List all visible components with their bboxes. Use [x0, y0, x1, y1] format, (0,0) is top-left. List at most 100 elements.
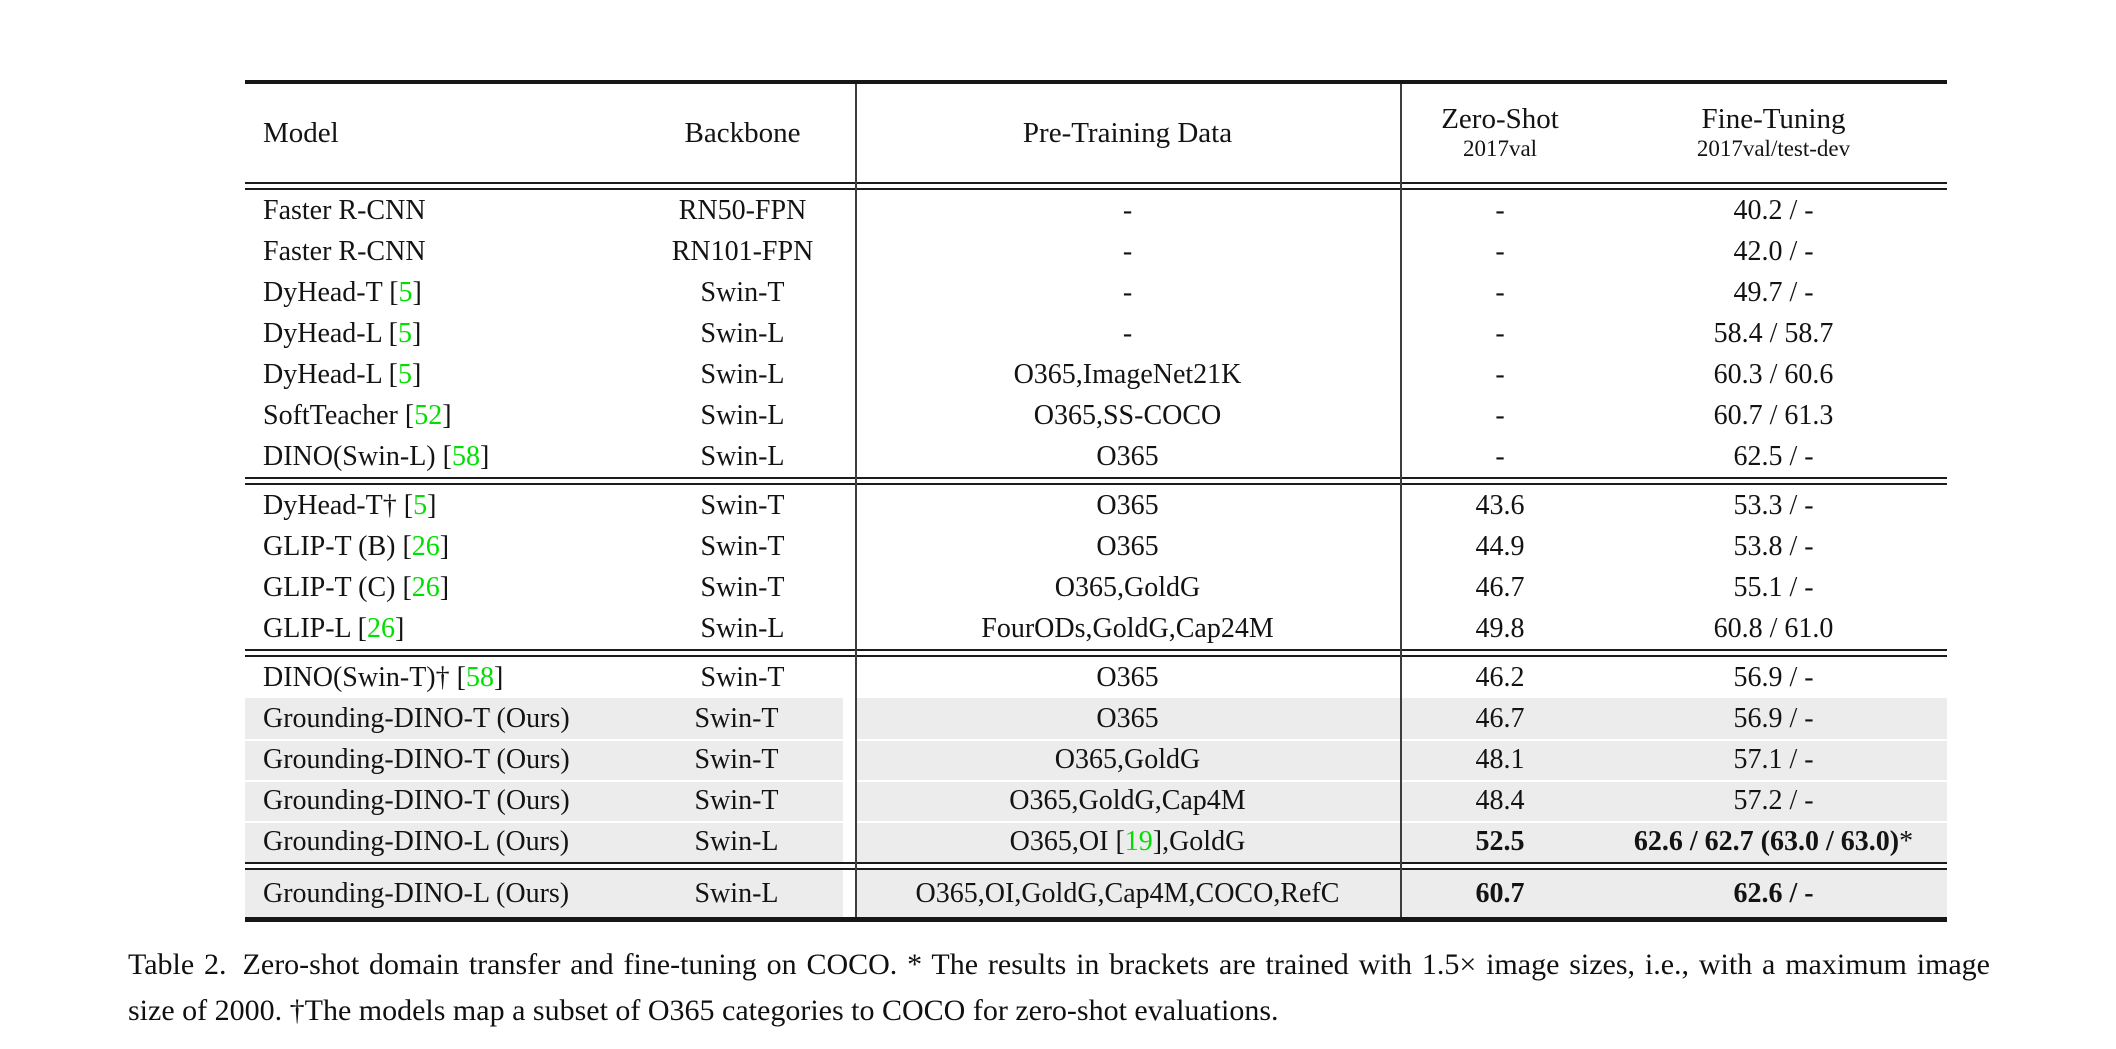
citation-number: 5	[398, 317, 413, 349]
table-cell-zeroshot: 46.7	[1400, 573, 1600, 602]
table-cell-finetune: 57.2 / -	[1600, 780, 1947, 821]
citation-number: 52	[414, 399, 443, 431]
table-cell-pretrain: O365,SS-COCO	[855, 399, 1400, 431]
table-cell-model: SoftTeacher [52]	[245, 399, 630, 431]
column-header-finetune: Fine-Tuning 2017val/test-dev	[1600, 103, 1947, 163]
table-cell-pretrain: -	[855, 196, 1400, 225]
table-cell-backbone: Swin-T	[630, 663, 855, 692]
cell-text: 49.7 / -	[1733, 276, 1814, 308]
cell-text: ]	[412, 358, 422, 390]
column-header-backbone: Backbone	[684, 116, 801, 149]
vertical-rule-backbone-pretrain	[855, 84, 857, 917]
table-cell-finetune: 62.6 / -	[1600, 870, 1947, 917]
table-cell-model: Grounding-DINO-T (Ours)	[245, 739, 630, 780]
table-cell-pretrain: O365,OI [19],GoldG	[855, 821, 1400, 862]
caption-label: Table 2.	[128, 948, 227, 981]
table-cell-zeroshot: 48.1	[1400, 739, 1600, 780]
cell-text: ]	[427, 489, 437, 521]
table-cell-pretrain: -	[855, 278, 1400, 307]
cell-text: -	[1122, 235, 1133, 267]
cell-text: Grounding-DINO-L (Ours)	[263, 825, 570, 857]
table-cell-pretrain: O365	[855, 698, 1400, 739]
table-cell-finetune: 53.3 / -	[1600, 491, 1947, 520]
section-divider-rule	[245, 477, 1947, 485]
table-cell-backbone: Swin-L	[630, 870, 855, 917]
cell-text: 60.8 / 61.0	[1713, 612, 1834, 644]
table-section: Grounding-DINO-L (Ours) Swin-L O365,OI,Gol…	[245, 870, 1947, 917]
table-cell-model: DyHead-T [5]	[245, 276, 630, 308]
cell-text: Grounding-DINO-L (Ours)	[263, 877, 570, 909]
column-header-zeroshot-title: Zero-Shot	[1441, 103, 1559, 136]
table-cell-finetune: 56.9 / -	[1600, 698, 1947, 739]
table-cell-pretrain: O365,GoldG	[855, 739, 1400, 780]
table-section: DINO(Swin-T)† [58] Swin-T O365 46.2 56.9 / -…	[245, 657, 1947, 862]
table-row: DyHead-T† [5] Swin-T O365 43.6 53.3 / -	[245, 485, 1947, 526]
cell-text: Swin-T	[694, 743, 779, 775]
cell-text: ]	[439, 530, 450, 562]
vertical-rule-pretrain-zeroshot	[1400, 84, 1402, 917]
table-cell-backbone: Swin-T	[630, 698, 855, 739]
cell-text: 48.4	[1475, 784, 1525, 816]
table-cell-pretrain: FourODs,GoldG,Cap24M	[855, 612, 1400, 644]
cell-text: O365,OI [	[1009, 825, 1125, 857]
cell-text: FourODs,GoldG,Cap24M	[981, 612, 1274, 644]
cell-text: O365,SS-COCO	[1033, 399, 1222, 431]
table-cell-pretrain: O365	[855, 532, 1400, 561]
cell-text: Swin-T	[700, 276, 785, 308]
cell-text: -	[1495, 235, 1505, 267]
column-header-model: Model	[263, 116, 339, 149]
column-header-zeroshot: Zero-Shot 2017val	[1400, 103, 1600, 163]
table-cell-model: Grounding-DINO-L (Ours)	[245, 821, 630, 862]
cell-text: 60.3 / 60.6	[1713, 358, 1834, 390]
table-cell-backbone: RN101-FPN	[630, 237, 855, 266]
table-cell-finetune: 56.9 / -	[1600, 663, 1947, 692]
table-row: GLIP-T (C) [26] Swin-T O365,GoldG 46.7 55.1 …	[245, 567, 1947, 608]
citation-number: 26	[366, 612, 395, 644]
table-cell-model: DINO(Swin-L) [58]	[245, 442, 630, 471]
table-cell-finetune: 42.0 / -	[1600, 237, 1947, 266]
table-row: Faster R-CNN RN50-FPN - - 40.2 / -	[245, 190, 1947, 231]
table-row: DINO(Swin-L) [58] Swin-L O365 - 62.5 / -	[245, 436, 1947, 477]
table-cell-finetune: 60.3 / 60.6	[1600, 358, 1947, 390]
table-cell-zeroshot: 46.7	[1400, 698, 1600, 739]
citation-number: 5	[413, 489, 428, 521]
cell-text: 53.8 / -	[1733, 530, 1814, 562]
section-divider-rule	[245, 649, 1947, 657]
table-cell-zeroshot: 60.7	[1400, 870, 1600, 917]
cell-text: DINO(Swin-T)† [	[263, 661, 466, 693]
table-cell-model: GLIP-T (C) [26]	[245, 571, 630, 603]
cell-text: GLIP-T (C) [	[263, 571, 412, 603]
table-cell-zeroshot: 46.2	[1400, 663, 1600, 692]
cell-text: O365,GoldG	[1054, 743, 1201, 775]
cell-text: DyHead-T [	[263, 276, 399, 308]
table-cell-pretrain: O365	[855, 491, 1400, 520]
table-cell-zeroshot: 49.8	[1400, 614, 1600, 643]
table-cell-finetune: 53.8 / -	[1600, 530, 1947, 562]
table-cell-pretrain: -	[855, 319, 1400, 348]
cell-text: DyHead-L [	[263, 317, 399, 349]
table-cell-pretrain: O365,ImageNet21K	[855, 360, 1400, 389]
table-row: DyHead-L [5] Swin-L O365,ImageNet21K - 60.3 …	[245, 354, 1947, 395]
section-divider-rule	[245, 862, 1947, 870]
cell-text: Faster R-CNN	[263, 194, 426, 226]
table-cell-backbone: Swin-L	[630, 821, 855, 862]
column-header-finetune-sub: 2017val/test-dev	[1696, 136, 1851, 162]
table-row: Grounding-DINO-T (Ours) Swin-T O365,GoldG 4…	[245, 739, 1947, 780]
table-cell-finetune: 58.4 / 58.7	[1600, 319, 1947, 348]
cell-text: 40.2 / -	[1733, 194, 1814, 226]
cell-text: ]	[394, 612, 405, 644]
cell-text: -	[1495, 399, 1505, 431]
cell-text: 62.5 / -	[1733, 440, 1814, 472]
cell-text: 57.1 / -	[1733, 743, 1814, 775]
table-body: Faster R-CNN RN50-FPN - -40.2 / - Faster R-C…	[245, 190, 1947, 917]
table-cell-zeroshot: 44.9	[1400, 532, 1600, 561]
column-header-zeroshot-sub: 2017val	[1462, 136, 1538, 162]
table-cell-zeroshot: -	[1400, 442, 1600, 471]
cell-text: 62.6 / -	[1733, 877, 1814, 909]
table-cell-zeroshot: -	[1400, 196, 1600, 225]
table-cell-model: Faster R-CNN	[245, 194, 630, 226]
table-cell-backbone: Swin-T	[630, 780, 855, 821]
cell-text: GLIP-L [	[263, 612, 367, 644]
citation-number: 26	[411, 571, 440, 603]
table-cell-model: GLIP-T (B) [26]	[245, 530, 630, 562]
